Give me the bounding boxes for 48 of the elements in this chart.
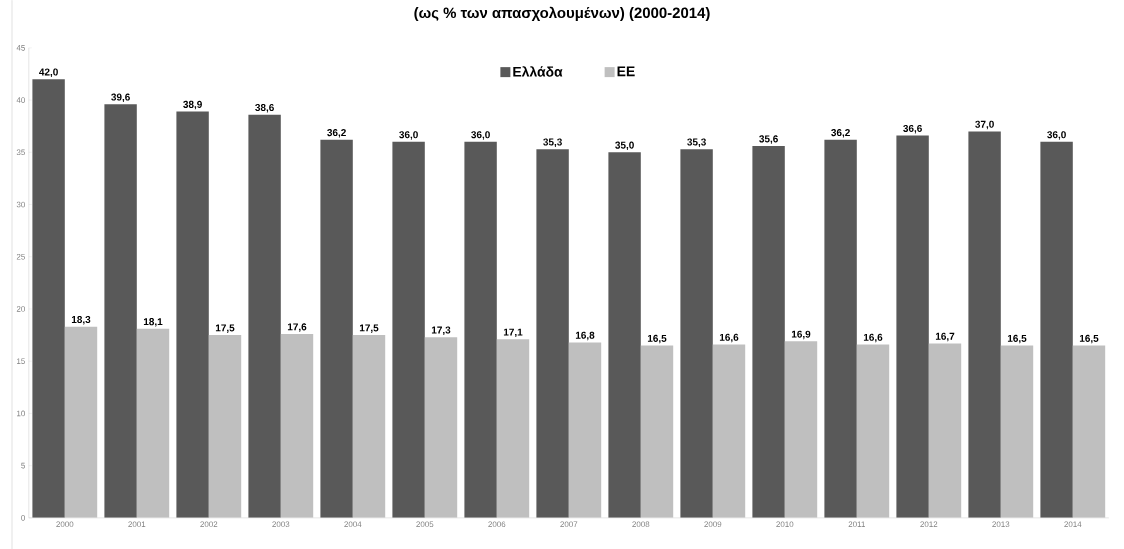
- data-label: 35,3: [543, 138, 562, 147]
- legend-label: Ελλάδα: [513, 65, 563, 77]
- bar: [680, 148, 713, 518]
- data-label: 36,0: [399, 130, 418, 140]
- data-label: 16,8: [575, 331, 595, 341]
- data-label: 16,7: [935, 332, 955, 342]
- data-label: 37,0: [975, 120, 994, 130]
- data-label: 36,2: [327, 128, 346, 138]
- data-label: 35,6: [759, 135, 778, 144]
- data-label: 17,5: [215, 324, 235, 333]
- bar: [392, 141, 425, 518]
- data-label: 16,5: [1007, 334, 1027, 344]
- data-label: 38,9: [183, 100, 202, 110]
- bar: [248, 114, 281, 518]
- data-label: 17,1: [503, 328, 523, 337]
- data-label: 36,0: [471, 130, 490, 140]
- data-label: 36,2: [831, 128, 850, 138]
- bar: [464, 141, 497, 518]
- data-label: 38,6: [255, 103, 274, 113]
- data-label: 16,5: [1079, 334, 1099, 344]
- bar: [176, 111, 209, 518]
- data-label: 35,0: [615, 141, 634, 150]
- bar: [320, 139, 353, 518]
- data-label: 16,6: [863, 333, 883, 343]
- bar: [32, 79, 65, 518]
- data-label: 17,6: [287, 323, 307, 332]
- data-label: 18,1: [143, 317, 163, 327]
- data-label: 42,0: [39, 68, 58, 77]
- data-label: 35,3: [687, 138, 706, 147]
- data-label: 36,6: [903, 124, 922, 134]
- data-label: 39,6: [111, 93, 130, 102]
- bar: [1040, 141, 1073, 518]
- data-label: 16,6: [719, 333, 739, 343]
- bar: [896, 135, 929, 518]
- bar: [104, 104, 137, 518]
- legend-label: ΕΕ: [617, 66, 635, 76]
- data-label: 17,5: [359, 324, 379, 333]
- bar: [968, 131, 1001, 518]
- chart-title: (ως % των απασχολουμένων) (2000-2014): [414, 6, 710, 21]
- bar: [752, 145, 785, 518]
- bar: [608, 152, 641, 518]
- data-label: 16,5: [647, 334, 667, 344]
- data-label: 36,0: [1047, 130, 1066, 140]
- data-label: 17,3: [431, 326, 451, 335]
- bar: [536, 148, 569, 518]
- bar: [824, 139, 857, 518]
- data-label: 16,9: [791, 330, 811, 339]
- data-label: 18,3: [71, 315, 91, 325]
